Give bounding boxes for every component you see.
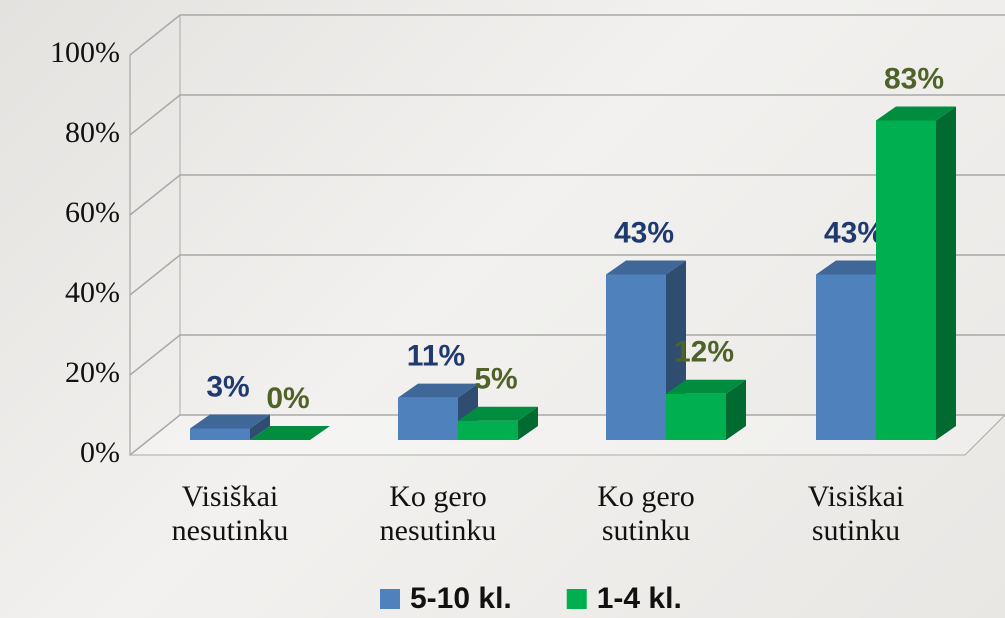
legend-label: 5-10 kl.	[410, 582, 512, 615]
bar-side	[518, 406, 538, 440]
bar-top	[190, 414, 270, 429]
bar-top	[458, 406, 538, 421]
bar-side	[726, 379, 746, 440]
bar-front	[458, 420, 518, 440]
value-label: 3%	[206, 370, 249, 403]
value-label: 43%	[824, 216, 884, 249]
bar	[458, 406, 538, 440]
y-tick-label: 100%	[50, 36, 120, 69]
grid-line	[129, 334, 1005, 376]
bar	[190, 414, 270, 440]
bar-front	[666, 393, 726, 440]
value-label: 83%	[884, 62, 944, 95]
y-tick-label: 0%	[80, 436, 120, 469]
bar-front	[398, 397, 458, 440]
legend-swatch	[566, 589, 587, 609]
bar-top	[606, 260, 686, 275]
value-label: 0%	[266, 382, 309, 415]
value-label: 5%	[474, 363, 517, 396]
x-tick-label: Visiškai nesutinku	[171, 480, 289, 547]
value-label: 43%	[614, 216, 674, 249]
grid-line	[129, 94, 1005, 136]
legend-swatch	[380, 589, 400, 609]
y-tick-label: 20%	[65, 356, 120, 389]
bar-top	[666, 379, 746, 394]
bar-top	[250, 426, 330, 440]
value-label: 12%	[674, 336, 734, 369]
bar-top	[876, 106, 956, 121]
bar-front	[816, 274, 876, 440]
bar-front	[190, 428, 250, 440]
x-tick-label: Ko gero sutinku	[597, 480, 695, 547]
bar-front	[876, 120, 936, 440]
bar	[398, 383, 478, 440]
bar	[666, 379, 746, 440]
y-tick-label: 40%	[65, 276, 120, 309]
y-tick-label: 80%	[65, 116, 120, 149]
grid-line	[129, 14, 1005, 56]
value-label: 11%	[407, 340, 465, 373]
legend-label: 1-4 kl.	[597, 582, 682, 615]
x-tick-label: Visiškai sutinku	[807, 480, 905, 547]
grid-line	[129, 174, 1005, 216]
y-tick-label: 60%	[65, 196, 120, 229]
grid-line	[129, 254, 1005, 296]
bar-side	[936, 106, 956, 440]
bar	[250, 426, 330, 440]
bar	[876, 106, 956, 440]
bar-front	[606, 274, 666, 440]
bar-top	[398, 383, 478, 398]
x-tick-label: Ko gero nesutinku	[379, 480, 497, 547]
bar-side	[250, 414, 270, 440]
